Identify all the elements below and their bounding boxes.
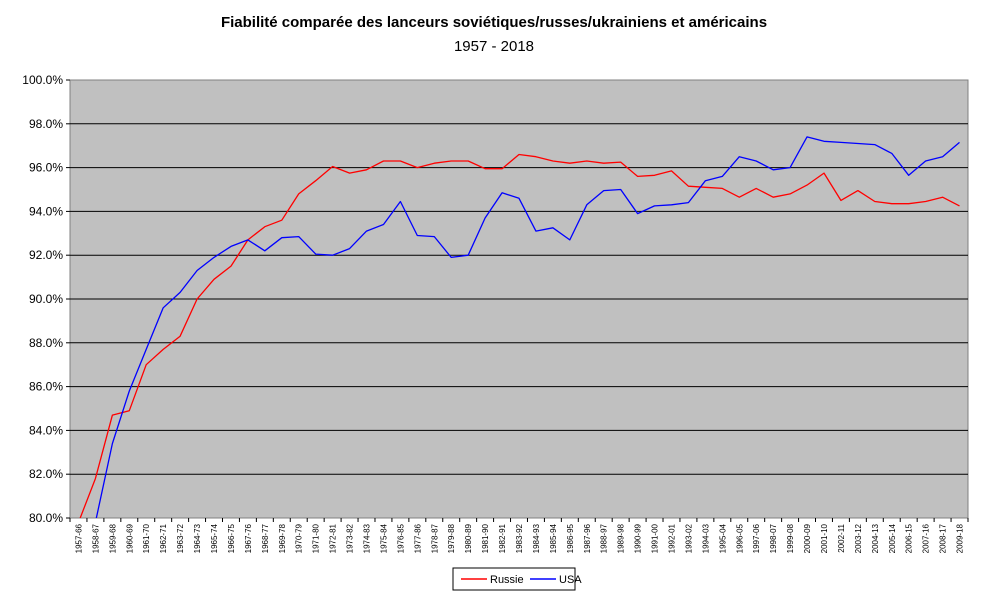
x-tick-label: 1978-87 [430,523,439,553]
x-tick-label: 1965-74 [210,523,219,553]
series-line-russie [79,153,960,518]
x-tick-label: 1986-95 [566,523,575,553]
y-tick-label: 80.0% [29,511,63,525]
x-tick-label: 1969-78 [278,523,287,553]
x-tick-label: 1997-06 [752,523,761,553]
legend: Russie USA [452,567,582,591]
x-tick-label: 1995-04 [718,523,727,553]
y-tick-label: 82.0% [29,467,63,481]
x-tick-label: 1991-00 [651,523,660,553]
x-tick-label: 1958-67 [91,523,100,553]
x-tick-label: 1993-02 [684,523,693,553]
x-tick-label: 2009-18 [956,523,965,553]
series-lines [79,136,960,518]
x-tick-label: 1987-96 [583,523,592,553]
x-tick-label: 1999-08 [786,523,795,553]
y-tick-label: 90.0% [29,292,63,306]
x-tick-label: 1979-88 [447,523,456,553]
x-tick-label: 1972-81 [329,523,338,553]
y-tick-label: 86.0% [29,380,63,394]
x-tick-label: 1990-99 [634,523,643,553]
x-tick-label: 1985-94 [549,523,558,553]
x-tick-label: 1988-97 [600,523,609,553]
x-tick-label: 1970-79 [295,523,304,553]
x-tick-label: 1962-71 [159,523,168,553]
x-axis: 1957-66 1958-67 1959-68 1960-69 1961-70 1962-… [69,518,969,553]
y-tick-label: 98.0% [29,117,63,131]
x-tick-label: 1998-07 [769,523,778,553]
y-tick-label: 84.0% [29,423,63,437]
x-tick-label: 2000-09 [803,523,812,553]
x-tick-label: 1975-84 [379,523,388,553]
series-line-usa [95,136,960,518]
x-tick-label: 1959-68 [108,523,117,553]
x-tick-label: 1961-70 [142,523,151,553]
x-tick-label: 2005-14 [888,523,897,553]
y-tick-label: 92.0% [29,248,63,262]
x-tick-label: 1973-82 [346,523,355,553]
x-tick-label: 1966-75 [227,523,236,553]
x-tick-label: 1992-01 [667,523,676,553]
legend-label-russie: Russie [490,574,524,586]
y-axis: 80.0% 82.0% 84.0% 86.0% 88.0% 90.0% 92.0% 94.0%… [22,73,70,525]
y-tick-label: 94.0% [29,204,63,218]
x-tick-label: 2008-17 [939,523,948,553]
x-tick-label: 1963-72 [176,523,185,553]
x-tick-label: 1976-85 [396,523,405,553]
x-tick-label: 1981-90 [481,523,490,553]
x-tick-label: 2006-15 [905,523,914,553]
x-tick-label: 1980-89 [464,523,473,553]
y-tick-label: 100.0% [22,73,63,87]
legend-box [452,567,576,591]
x-tick-label: 1967-76 [244,523,253,553]
x-tick-label: 1989-98 [617,523,626,553]
x-tick-label: 1984-93 [532,523,541,553]
x-tick-label: 2004-13 [871,523,880,553]
x-tick-label: 1996-05 [735,523,744,553]
x-tick-label: 2002-11 [837,523,846,552]
x-tick-label: 1974-83 [363,523,372,553]
x-tick-label: 1957-66 [74,523,83,553]
x-tick-label: 1960-69 [125,523,134,553]
chart-title: Fiabilité comparée des lanceurs soviétiq… [221,14,767,31]
x-tick-label: 1982-91 [498,523,507,553]
gridlines [70,123,968,475]
x-tick-label: 2007-16 [922,523,931,553]
chart-subtitle: 1957 - 2018 [454,38,534,55]
legend-label-usa: USA [559,574,582,586]
x-tick-label: 1971-80 [312,523,321,553]
x-tick-label: 2001-10 [820,523,829,553]
x-tick-label: 2003-12 [854,523,863,553]
x-tick-label: 1977-86 [413,523,422,553]
x-tick-label: 1964-73 [193,523,202,553]
x-tick-label: 1994-03 [701,523,710,553]
x-tick-label: 1983-92 [515,523,524,553]
y-tick-label: 88.0% [29,336,63,350]
x-tick-label: 1968-77 [261,523,270,553]
y-tick-label: 96.0% [29,161,63,175]
